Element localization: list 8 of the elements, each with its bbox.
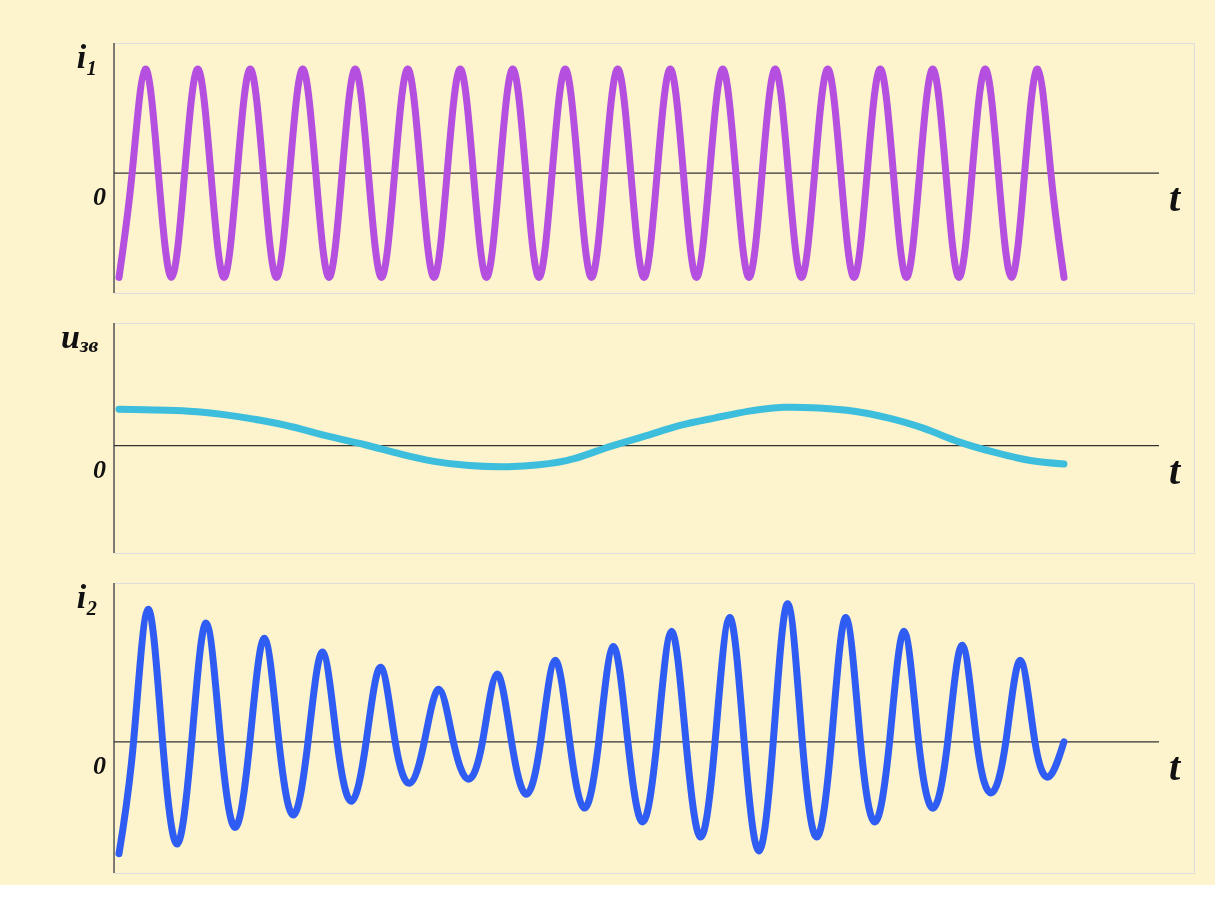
text: 0: [93, 182, 106, 212]
y-axis-title: i₂: [76, 578, 98, 615]
x-axis-title: t: [1169, 447, 1182, 493]
x-axis-title: t: [1169, 743, 1182, 789]
annotation: 0: [93, 454, 106, 484]
x-axis-title: t: [1169, 175, 1182, 221]
text: 0: [93, 750, 106, 780]
y-axis-title: i₁: [76, 38, 98, 75]
